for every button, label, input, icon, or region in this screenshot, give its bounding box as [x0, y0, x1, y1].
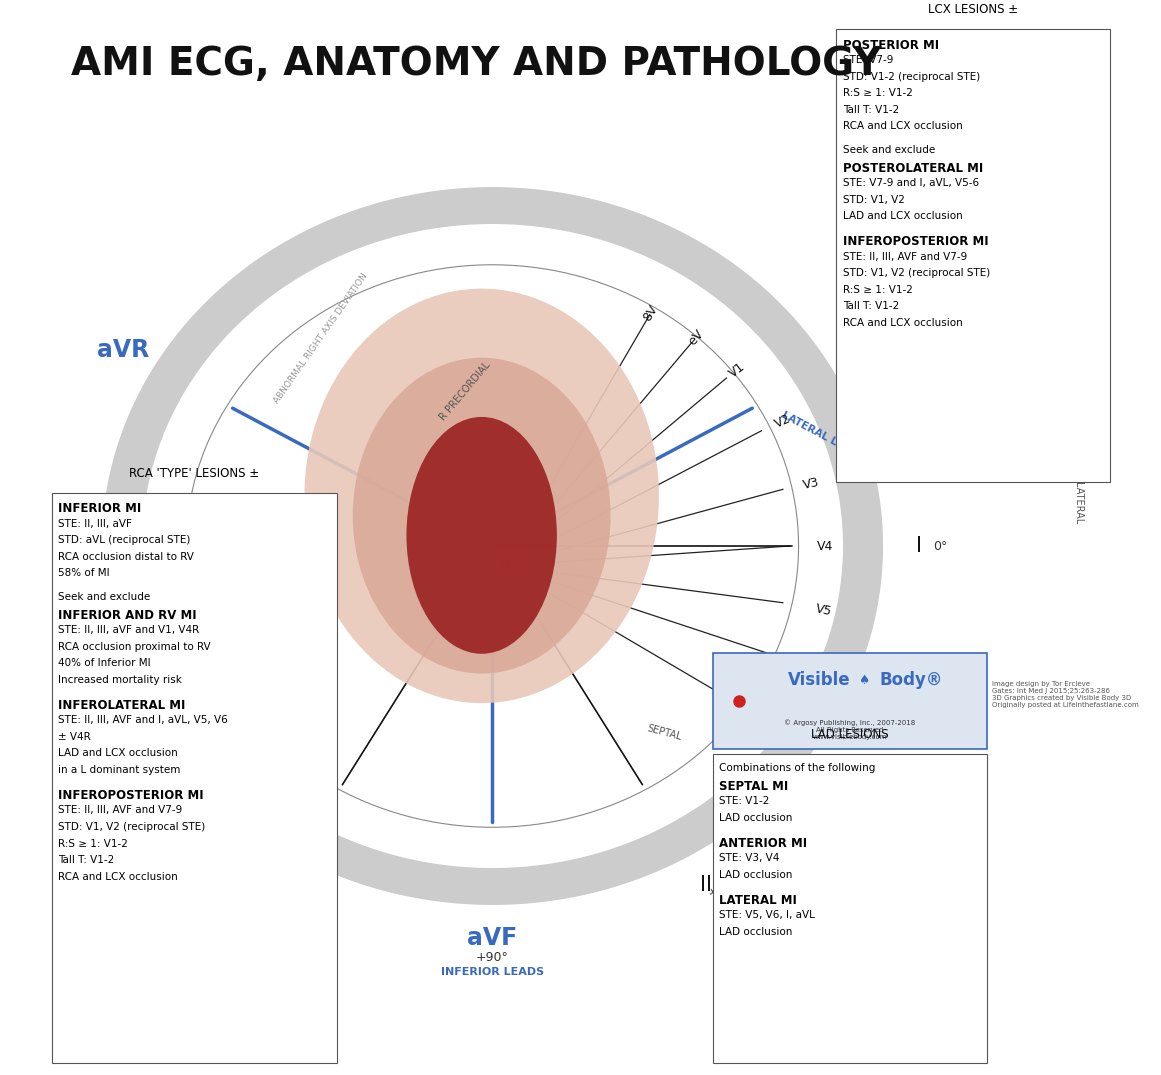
Text: Tall T: V1-2: Tall T: V1-2 [843, 104, 899, 115]
Text: STE: II, III, AVF and I, aVL, V5, V6: STE: II, III, AVF and I, aVL, V5, V6 [58, 716, 229, 726]
Text: +120°: +120° [253, 882, 284, 923]
Text: STE: II, III, aVF and V1, V4R: STE: II, III, aVF and V1, V4R [58, 626, 200, 635]
Text: +90°: +90° [476, 951, 509, 964]
Text: © Argosy Publishing, Inc., 2007-2018
All Rights Reserved
www.visiblebody.com: © Argosy Publishing, Inc., 2007-2018 All… [784, 719, 915, 740]
Text: Tall T: V1-2: Tall T: V1-2 [58, 855, 115, 865]
Text: +60°: +60° [702, 885, 730, 920]
Text: ♠: ♠ [858, 674, 868, 687]
Text: aVF: aVF [467, 926, 518, 950]
Text: INFERIOR LEADS: INFERIOR LEADS [441, 968, 545, 977]
Text: INFEROLATERAL MI: INFEROLATERAL MI [58, 699, 186, 712]
Text: V3: V3 [802, 475, 821, 491]
Text: LAD and LCX occlusion: LAD and LCX occlusion [843, 212, 962, 221]
Text: SEPTAL MI: SEPTAL MI [719, 780, 788, 793]
Text: Body®: Body® [879, 671, 943, 689]
Text: RCA and LCX occlusion: RCA and LCX occlusion [843, 121, 962, 131]
Text: RCA and LCX occlusion: RCA and LCX occlusion [58, 872, 178, 881]
Text: aVR: aVR [98, 339, 150, 362]
Text: AMI ECG, ANATOMY AND PATHOLOGY: AMI ECG, ANATOMY AND PATHOLOGY [71, 45, 881, 83]
Ellipse shape [304, 288, 659, 703]
Text: LAD LESIONS: LAD LESIONS [810, 728, 888, 741]
Text: LCX LESIONS ±: LCX LESIONS ± [928, 3, 1018, 16]
Text: RCA occlusion distal to RV: RCA occlusion distal to RV [58, 551, 194, 562]
Text: V4R: V4R [765, 718, 794, 743]
Text: EXTREME AXIS DEVIATION: EXTREME AXIS DEVIATION [187, 703, 261, 804]
Text: STD: aVL (reciprocal STE): STD: aVL (reciprocal STE) [58, 535, 190, 545]
Text: II: II [700, 875, 712, 895]
Text: R:S ≥ 1: V1-2: R:S ≥ 1: V1-2 [58, 838, 129, 848]
Text: SEPTAL: SEPTAL [646, 723, 683, 742]
Text: V5: V5 [814, 603, 832, 619]
FancyBboxPatch shape [713, 653, 987, 748]
Text: POSTEROLATERAL MI: POSTEROLATERAL MI [843, 161, 983, 175]
Text: STD: V1, V2: STD: V1, V2 [843, 195, 904, 205]
Text: STD: V1, V2 (reciprocal STE): STD: V1, V2 (reciprocal STE) [58, 822, 205, 832]
Text: STE: II, III, aVF: STE: II, III, aVF [58, 519, 132, 529]
Text: Increased mortality risk: Increased mortality risk [58, 675, 182, 685]
Text: LATERAL MI: LATERAL MI [719, 894, 796, 907]
Text: ANTERIOR MI: ANTERIOR MI [719, 837, 807, 850]
Text: Seek and exclude: Seek and exclude [843, 145, 935, 155]
Text: V6: V6 [802, 661, 822, 680]
Text: STD: V1-2 (reciprocal STE): STD: V1-2 (reciprocal STE) [843, 72, 980, 82]
Text: LAD occlusion: LAD occlusion [719, 927, 793, 937]
Ellipse shape [353, 358, 611, 674]
Polygon shape [102, 188, 882, 904]
Text: INFEROPOSTERIOR MI: INFEROPOSTERIOR MI [843, 235, 988, 248]
Text: 0°: 0° [933, 540, 947, 553]
Text: STE: V7-9: STE: V7-9 [843, 55, 893, 66]
Text: 8V: 8V [641, 303, 661, 324]
Text: R:S ≥ 1: V1-2: R:S ≥ 1: V1-2 [843, 285, 913, 295]
Text: Tall T: V1-2: Tall T: V1-2 [843, 301, 899, 312]
Text: INFEROPOSTERIOR MI: INFEROPOSTERIOR MI [58, 789, 204, 802]
Text: LAD occlusion: LAD occlusion [719, 870, 793, 880]
FancyBboxPatch shape [836, 29, 1110, 482]
Ellipse shape [406, 417, 557, 654]
Text: 40% of Inferior MI: 40% of Inferior MI [58, 659, 151, 669]
Text: STE: V7-9 and I, aVL, V5-6: STE: V7-9 and I, aVL, V5-6 [843, 178, 979, 188]
Text: R:S ≥ 1: V1-2: R:S ≥ 1: V1-2 [843, 88, 913, 98]
FancyBboxPatch shape [713, 754, 987, 1063]
Text: POSTERIOR MI: POSTERIOR MI [843, 39, 939, 52]
Text: Image design by Tor Ercleve
Gates: Int Med J 2015;25:263-286
3D Graphics created: Image design by Tor Ercleve Gates: Int M… [991, 682, 1139, 708]
Text: ANTERIOR: ANTERIOR [806, 672, 857, 687]
Text: STE: II, III, AVF and V7-9: STE: II, III, AVF and V7-9 [843, 252, 967, 262]
Text: V1: V1 [727, 360, 748, 381]
Text: ± V4R: ± V4R [58, 732, 92, 742]
Text: ABNORMAL LEFT AXIS DEVIATION: ABNORMAL LEFT AXIS DEVIATION [779, 821, 882, 942]
Text: eV: eV [686, 328, 707, 348]
Text: LATERAL LEAD: LATERAL LEAD [780, 410, 860, 458]
Text: RCA and LCX occlusion: RCA and LCX occlusion [843, 318, 962, 328]
Text: V2: V2 [772, 413, 793, 431]
Text: INFERIOR AND RV MI: INFERIOR AND RV MI [58, 608, 197, 621]
Text: aVL: aVL [837, 339, 886, 362]
Text: I: I [916, 536, 922, 556]
Text: Visible: Visible [788, 671, 851, 689]
Text: STE: V3, V4: STE: V3, V4 [719, 854, 779, 863]
Text: LATERAL: LATERAL [1073, 483, 1083, 525]
Text: Combinations of the following: Combinations of the following [719, 763, 875, 773]
Text: STD: V1, V2 (reciprocal STE): STD: V1, V2 (reciprocal STE) [843, 269, 990, 278]
Text: LAD and LCX occlusion: LAD and LCX occlusion [58, 748, 178, 759]
Text: STE: II, III, AVF and V7-9: STE: II, III, AVF and V7-9 [58, 805, 182, 816]
Text: STE: V1-2: STE: V1-2 [719, 797, 770, 806]
Text: RCA 'TYPE' LESIONS ±: RCA 'TYPE' LESIONS ± [129, 467, 259, 479]
Text: -30°: -30° [865, 328, 895, 353]
Text: Seek and exclude: Seek and exclude [58, 592, 151, 602]
Text: R PRECORDIAL: R PRECORDIAL [439, 360, 492, 422]
FancyBboxPatch shape [52, 492, 337, 1063]
Text: RCA occlusion proximal to RV: RCA occlusion proximal to RV [58, 642, 211, 651]
Text: LAD occlusion: LAD occlusion [719, 813, 793, 823]
Text: in a L dominant system: in a L dominant system [58, 765, 181, 775]
Text: ABNORMAL RIGHT AXIS DEVIATION: ABNORMAL RIGHT AXIS DEVIATION [272, 271, 369, 405]
Text: STE: V5, V6, I, aVL: STE: V5, V6, I, aVL [719, 911, 815, 920]
Text: V4: V4 [816, 540, 832, 553]
Text: III: III [271, 875, 288, 895]
Text: INFERIOR MI: INFERIOR MI [58, 502, 142, 515]
Text: 58% of MI: 58% of MI [58, 569, 110, 578]
